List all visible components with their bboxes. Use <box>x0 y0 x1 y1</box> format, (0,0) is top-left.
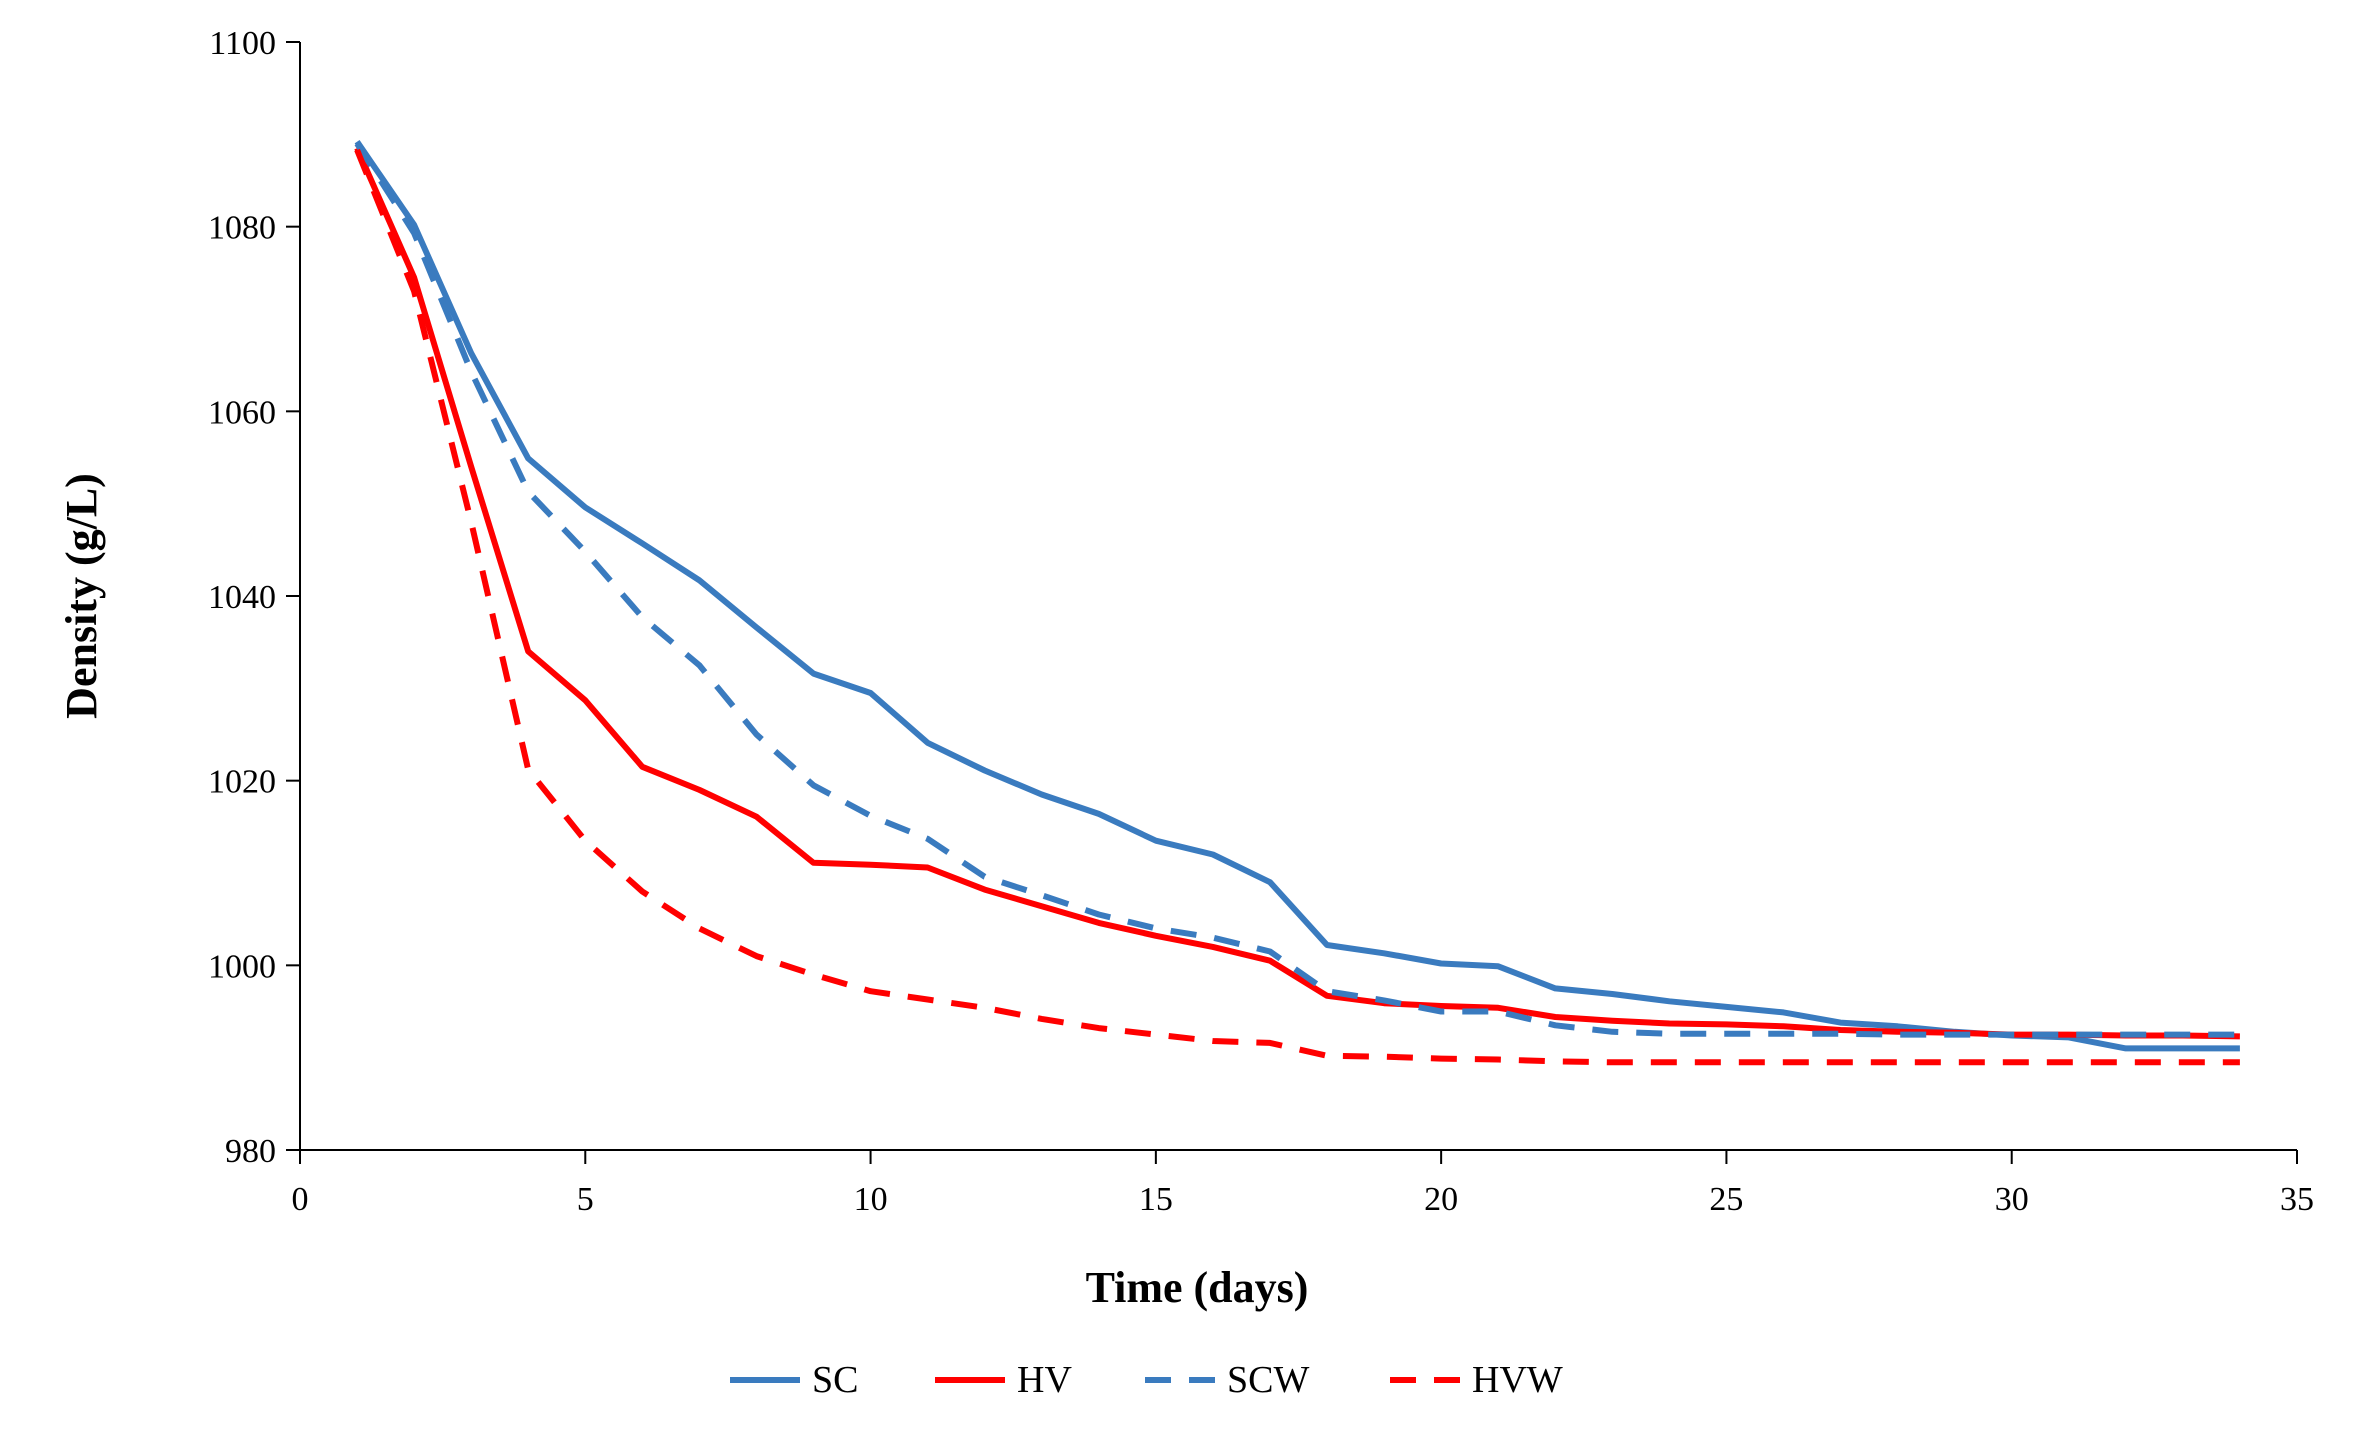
y-axis-title: Density (g/L) <box>57 473 106 719</box>
x-tick-label: 5 <box>577 1181 594 1218</box>
series-line-hvw <box>354 148 2240 1066</box>
x-tick-label: 15 <box>1139 1181 1173 1218</box>
axes <box>299 42 2297 1151</box>
x-ticks: 0 5 10 15 20 25 30 35 <box>292 1150 2314 1218</box>
x-tick-label: 10 <box>854 1181 888 1218</box>
y-tick-label: 1100 <box>209 25 276 62</box>
legend: SC HV SCW HVW <box>730 1359 1563 1401</box>
x-tick-label: 30 <box>1995 1181 2029 1218</box>
y-tick-label: 1000 <box>208 948 276 985</box>
y-ticks: 980 1000 1020 1040 1060 1080 1100 <box>208 25 300 1170</box>
x-tick-label: 20 <box>1424 1181 1458 1218</box>
legend-label-scw: SCW <box>1227 1359 1309 1401</box>
x-tick-label: 0 <box>292 1181 309 1218</box>
legend-label-hv: HV <box>1017 1359 1072 1401</box>
legend-label-sc: SC <box>812 1359 858 1401</box>
y-tick-label: 1060 <box>208 394 276 431</box>
y-tick-label: 1040 <box>208 579 276 616</box>
series-line-scw <box>354 141 2240 1038</box>
legend-label-hvw: HVW <box>1472 1359 1563 1401</box>
x-tick-label: 35 <box>2280 1181 2314 1218</box>
series-line-hv <box>354 146 2240 1040</box>
series-line-sc <box>354 140 2240 1052</box>
y-tick-label: 980 <box>225 1133 276 1170</box>
y-tick-label: 1020 <box>208 764 276 801</box>
x-axis-title: Time (days) <box>1086 1263 1309 1312</box>
y-tick-label: 1080 <box>208 210 276 247</box>
series-lines <box>354 140 2240 1066</box>
x-tick-label: 25 <box>1709 1181 1743 1218</box>
